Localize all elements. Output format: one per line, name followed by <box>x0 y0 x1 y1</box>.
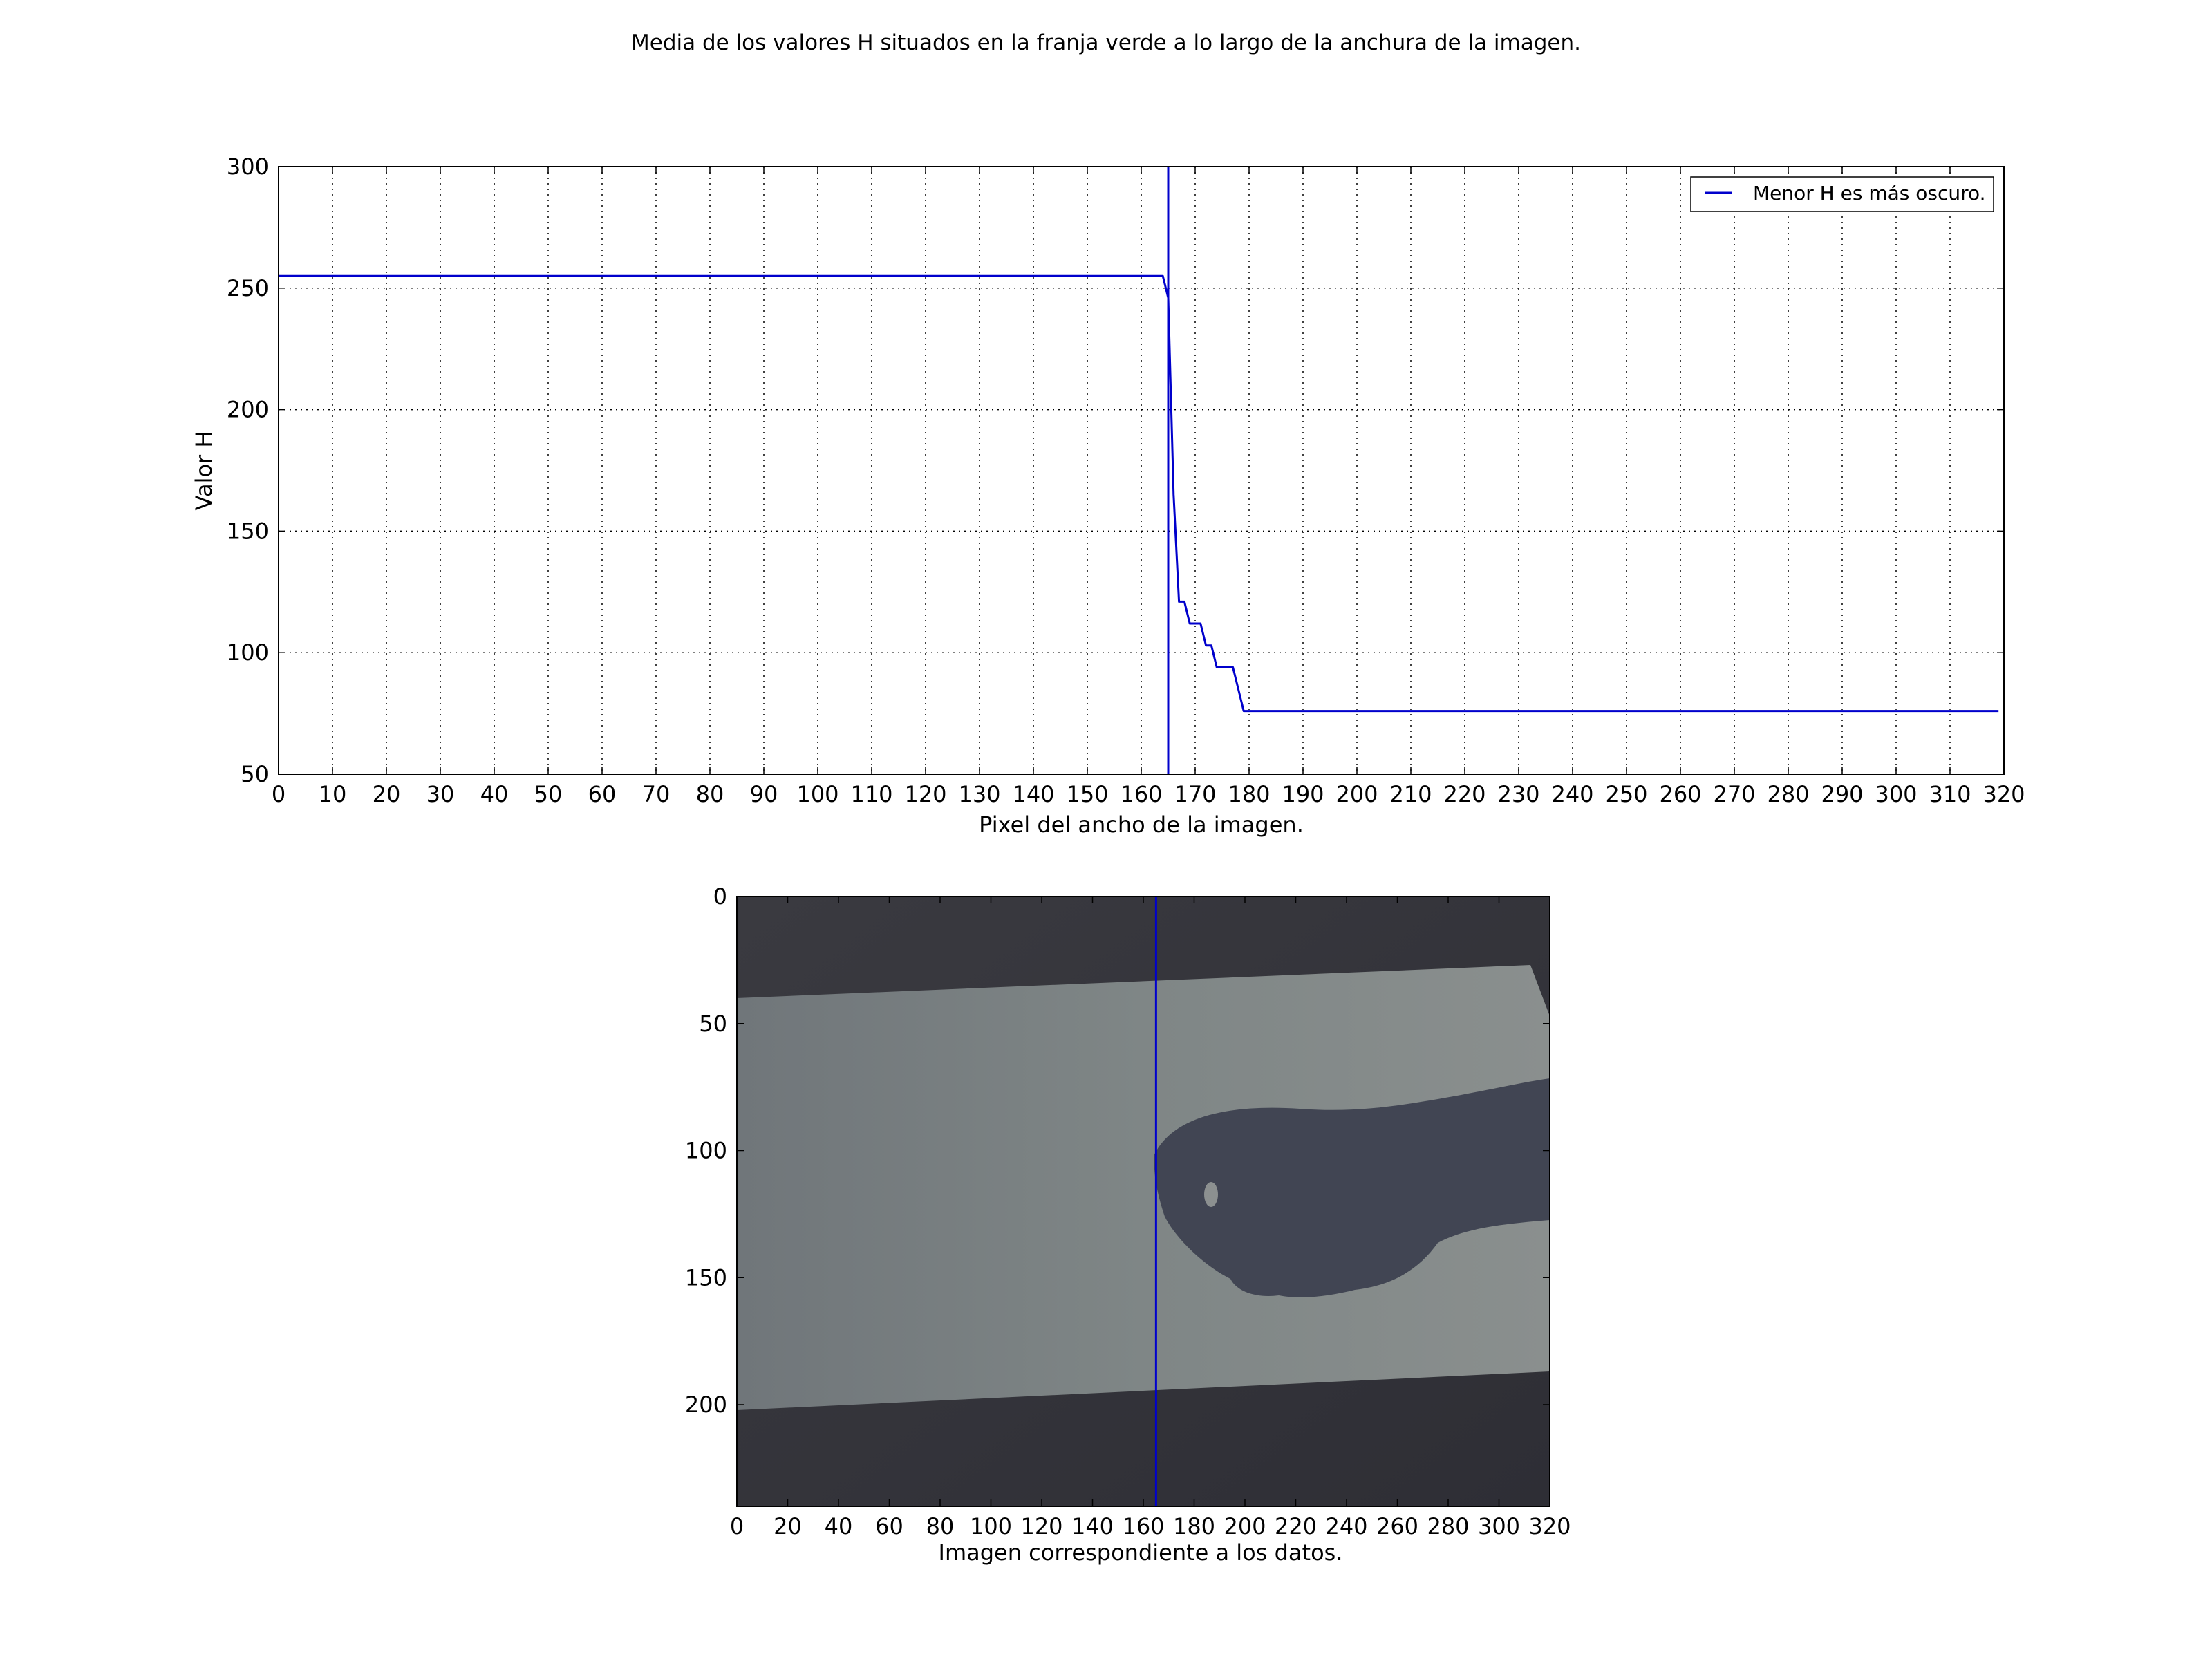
image-x-tick-label: 160 <box>1122 1513 1164 1539</box>
image-x-tick-label: 260 <box>1376 1513 1418 1539</box>
x-tick-label: 260 <box>1659 781 1701 807</box>
image-y-tick-label: 200 <box>685 1391 727 1418</box>
image-y-tick-label: 50 <box>699 1011 727 1037</box>
plot-area <box>279 167 2004 774</box>
x-tick-labels: 0 10 20 30 40 50 60 70 80 90 100 110 120 130 140 150 160… <box>272 781 2025 807</box>
x-tick-label: 240 <box>1551 781 1593 807</box>
y-tick-label: 50 <box>241 761 269 787</box>
image-x-tick-label: 300 <box>1478 1513 1520 1539</box>
image-panel: 0 20 40 60 80 100 120 140 160 180 200 220 240 260 280 3… <box>685 883 1571 1566</box>
x-tick-label: 190 <box>1282 781 1324 807</box>
x-tick-label: 320 <box>1983 781 2025 807</box>
white-board <box>737 965 1550 1410</box>
x-tick-label: 110 <box>850 781 892 807</box>
x-tick-label: 10 <box>319 781 347 807</box>
x-tick-label: 200 <box>1335 781 1378 807</box>
image-x-tick-label: 240 <box>1325 1513 1367 1539</box>
x-tick-label: 140 <box>1012 781 1054 807</box>
image-x-tick-label: 120 <box>1020 1513 1062 1539</box>
x-tick-label: 120 <box>904 781 946 807</box>
x-tick-label: 60 <box>588 781 617 807</box>
image-x-axis-label: Imagen correspondiente a los datos. <box>939 1539 1343 1566</box>
hand-highlight <box>1204 1182 1218 1207</box>
y-tick-label: 300 <box>227 153 269 180</box>
axis-ticks <box>278 166 2005 775</box>
legend: Menor H es más oscuro. <box>1690 176 1994 212</box>
image-x-tick-label: 220 <box>1275 1513 1317 1539</box>
x-tick-label: 90 <box>750 781 778 807</box>
x-tick-label: 270 <box>1713 781 1755 807</box>
x-tick-label: 50 <box>534 781 563 807</box>
image-y-tick-label: 150 <box>685 1264 727 1291</box>
grid <box>279 167 2004 774</box>
y-tick-label: 100 <box>227 639 269 666</box>
camera-image <box>737 897 1550 1506</box>
legend-box <box>1690 176 1994 212</box>
image-y-tick-labels: 0 50 100 150 200 <box>685 883 727 1418</box>
x-tick-label: 160 <box>1120 781 1162 807</box>
x-tick-label: 220 <box>1443 781 1485 807</box>
x-tick-label: 80 <box>696 781 724 807</box>
x-tick-label: 300 <box>1875 781 1917 807</box>
image-x-tick-label: 280 <box>1427 1513 1469 1539</box>
image-x-tick-label: 80 <box>926 1513 955 1539</box>
image-axis-ticks <box>736 896 1550 1506</box>
x-tick-label: 250 <box>1605 781 1647 807</box>
x-tick-label: 70 <box>642 781 671 807</box>
x-tick-label: 30 <box>427 781 455 807</box>
x-tick-label: 210 <box>1389 781 1432 807</box>
line-chart: 0 10 20 30 40 50 60 70 80 90 100 110 120 130 140 150 160… <box>191 153 2025 838</box>
image-x-tick-label: 140 <box>1071 1513 1114 1539</box>
image-y-tick-label: 100 <box>685 1138 727 1164</box>
x-tick-label: 310 <box>1929 781 1971 807</box>
image-x-tick-label: 20 <box>774 1513 802 1539</box>
x-tick-label: 170 <box>1174 781 1216 807</box>
x-tick-label: 290 <box>1821 781 1863 807</box>
x-tick-label: 0 <box>272 781 285 807</box>
y-tick-label: 250 <box>227 275 269 301</box>
x-tick-label: 230 <box>1497 781 1539 807</box>
image-x-tick-label: 100 <box>970 1513 1012 1539</box>
hand-silhouette <box>1154 1078 1550 1297</box>
x-tick-label: 40 <box>480 781 509 807</box>
image-x-tick-label: 60 <box>875 1513 903 1539</box>
figure-title: Media de los valores H situados en la fr… <box>631 30 1581 55</box>
x-tick-label: 280 <box>1767 781 1809 807</box>
image-x-tick-label: 0 <box>730 1513 744 1539</box>
series-line <box>279 274 1999 713</box>
x-tick-label: 100 <box>796 781 838 807</box>
y-tick-label: 200 <box>227 397 269 423</box>
y-tick-labels: 50 100 150 200 250 300 <box>227 153 269 787</box>
image-x-tick-labels: 0 20 40 60 80 100 120 140 160 180 200 220 240 260 280 3… <box>730 1513 1571 1539</box>
image-y-tick-label: 0 <box>713 883 727 910</box>
image-x-tick-label: 200 <box>1224 1513 1266 1539</box>
x-tick-label: 20 <box>373 781 401 807</box>
series-lines <box>279 274 1999 713</box>
image-x-tick-label: 180 <box>1173 1513 1215 1539</box>
y-tick-label: 150 <box>227 518 269 544</box>
x-tick-label: 180 <box>1228 781 1270 807</box>
y-axis-label: Valor H <box>191 431 217 511</box>
image-x-tick-label: 320 <box>1528 1513 1571 1539</box>
x-tick-label: 130 <box>958 781 1000 807</box>
x-tick-label: 150 <box>1066 781 1108 807</box>
image-x-tick-label: 40 <box>825 1513 853 1539</box>
x-axis-label: Pixel del ancho de la imagen. <box>979 812 1304 838</box>
legend-entry: Menor H es más oscuro. <box>1753 182 1986 205</box>
